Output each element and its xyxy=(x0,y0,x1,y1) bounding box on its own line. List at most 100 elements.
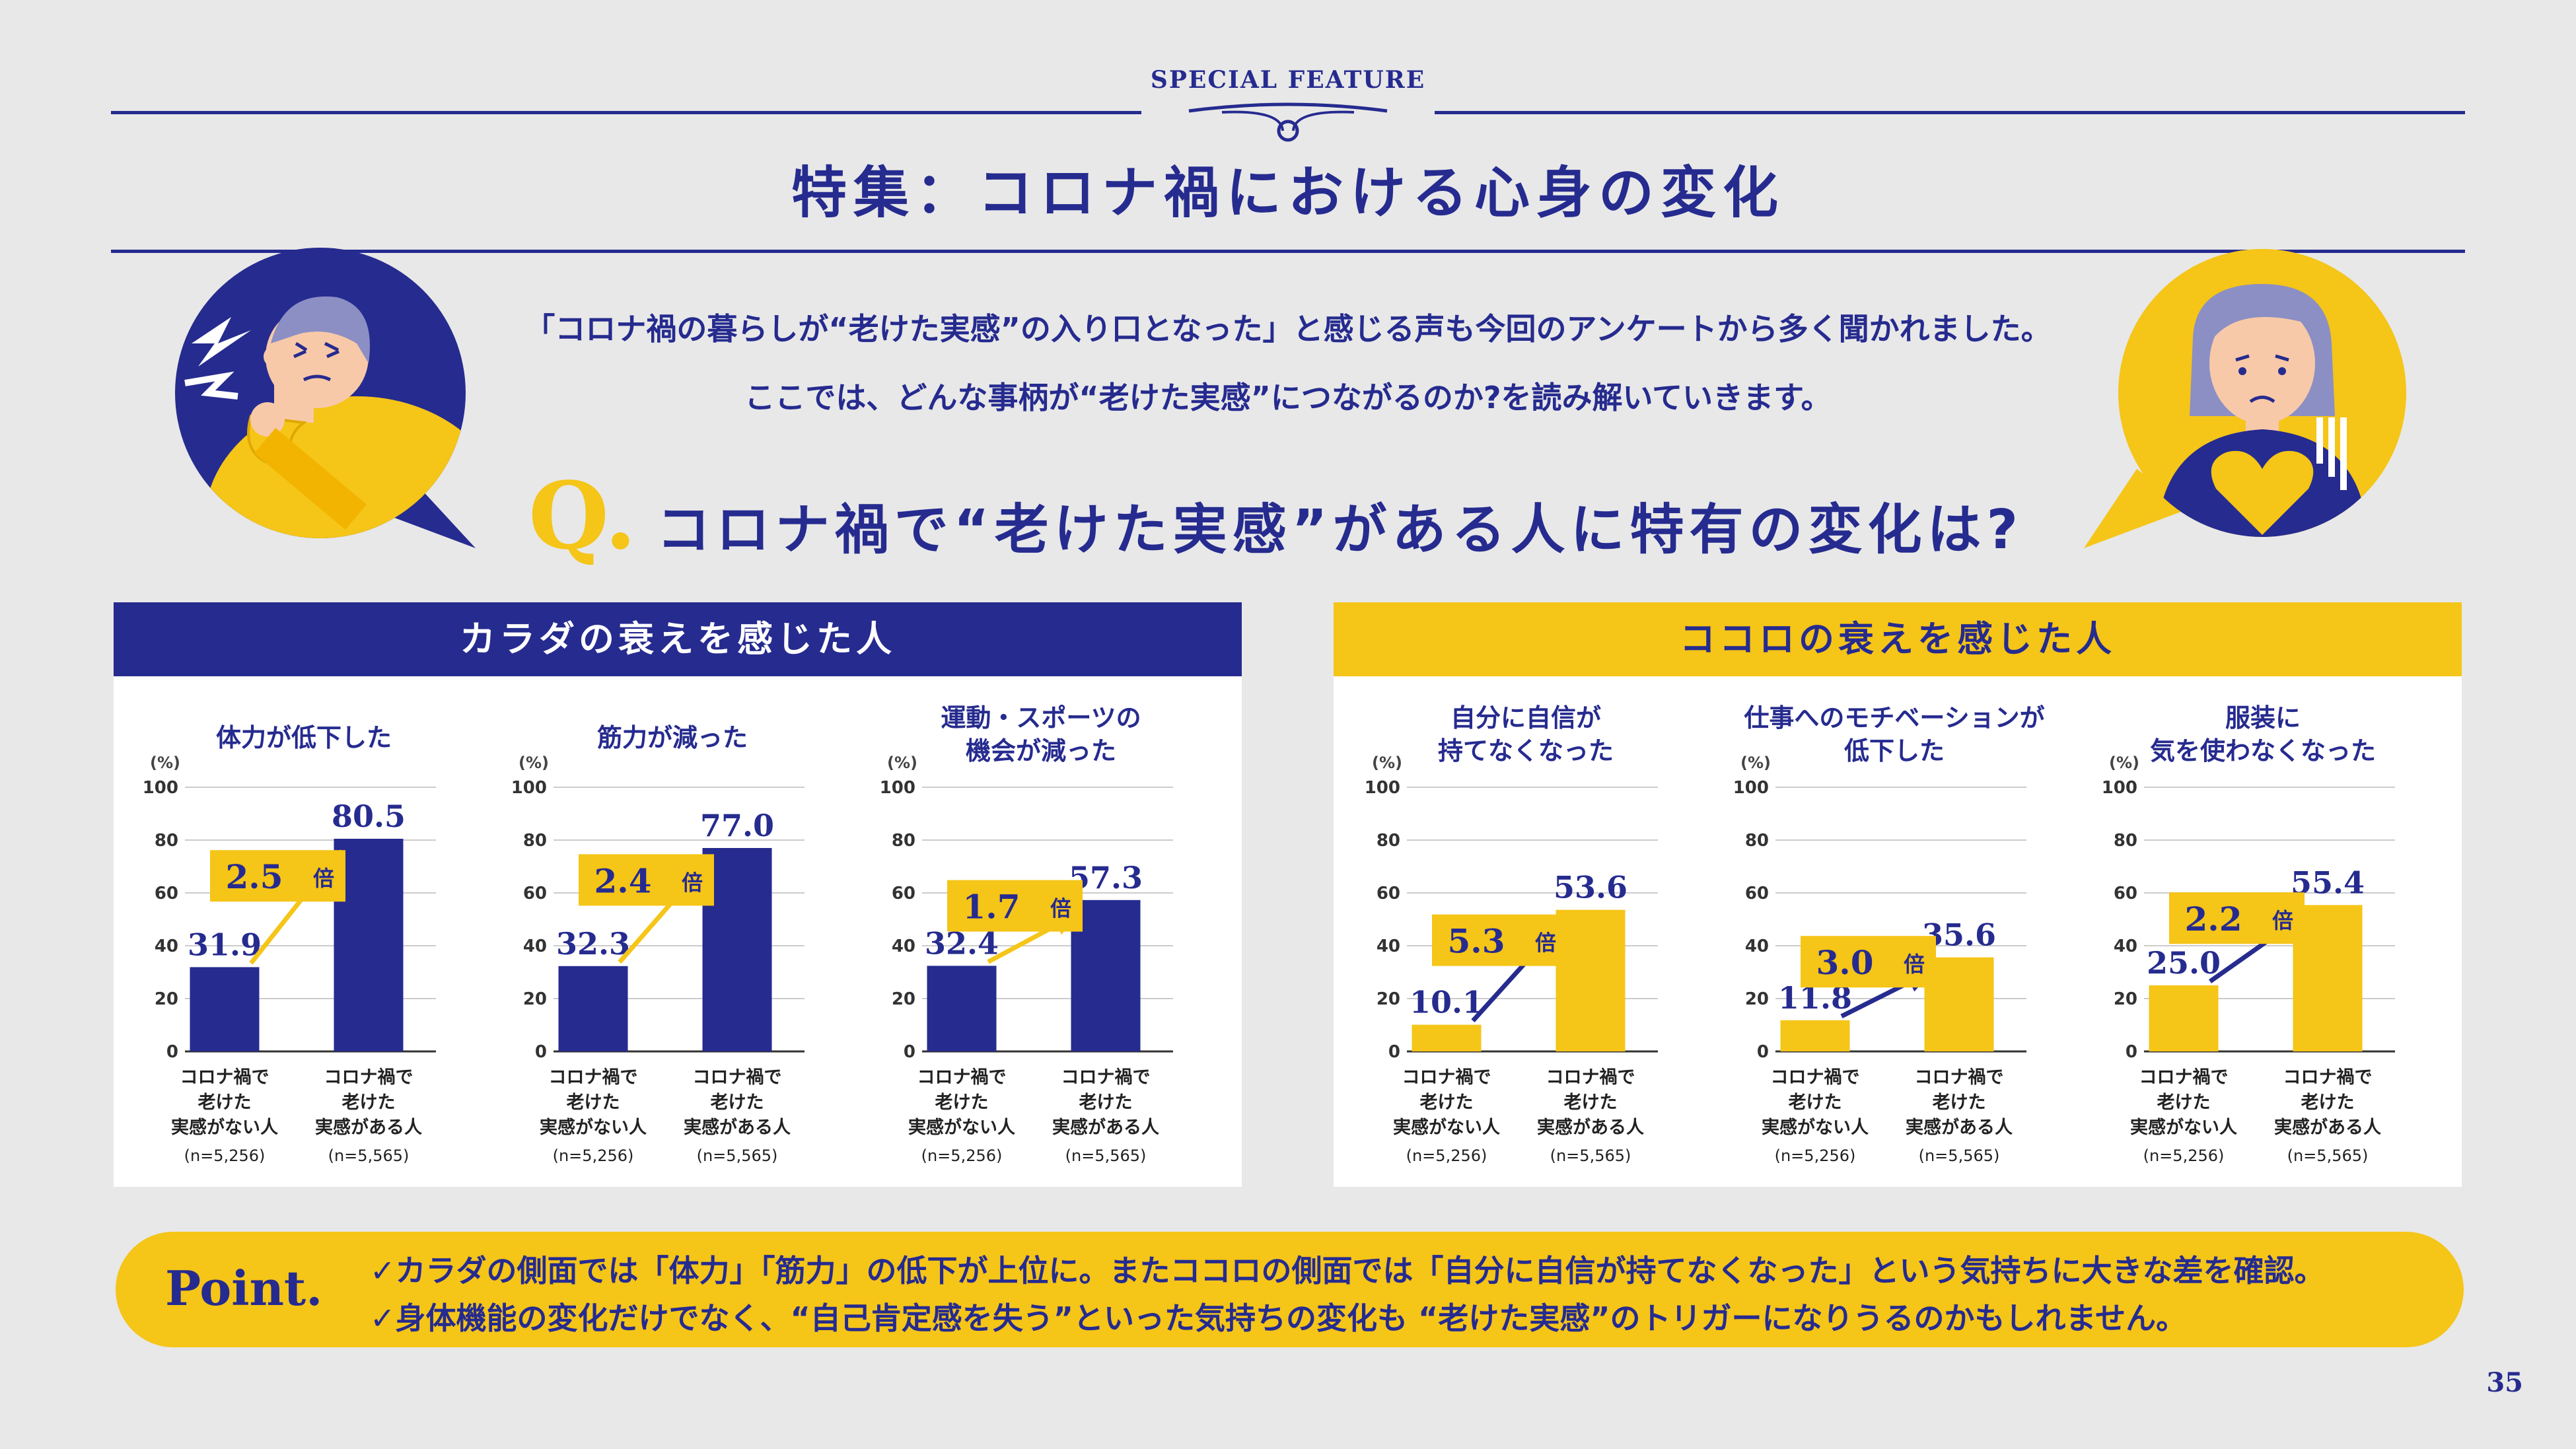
y-axis-unit: (%) xyxy=(1740,754,1771,772)
chart-title: 筋力が減った xyxy=(597,723,748,752)
chart-title: 自分に自信が xyxy=(1450,703,1601,732)
multiplier-suffix: 倍 xyxy=(313,866,334,891)
chart-title: 服装に xyxy=(2225,703,2301,732)
category-label: 実感がない人 xyxy=(908,1117,1015,1138)
point-bar xyxy=(116,1232,2464,1347)
man-back-pain-illustration xyxy=(175,248,476,548)
category-label: 老けた xyxy=(2301,1092,2355,1113)
point-label: Point. xyxy=(165,1260,323,1316)
y-tick-label: 100 xyxy=(2102,778,2137,798)
y-tick-label: 40 xyxy=(1745,937,1769,956)
y-tick-label: 0 xyxy=(535,1042,547,1062)
multiplier-value: 2.4 xyxy=(594,861,652,900)
multiplier-suffix: 倍 xyxy=(2272,908,2293,933)
y-tick-label: 0 xyxy=(1388,1042,1400,1062)
y-tick-label: 20 xyxy=(1745,989,1769,1009)
category-label: 老けた xyxy=(1420,1092,1474,1113)
category-label: コロナ禍で xyxy=(693,1067,782,1088)
title-rule xyxy=(111,250,2465,253)
category-label: 老けた xyxy=(2157,1092,2211,1113)
category-label: (n=5,256) xyxy=(2143,1147,2225,1165)
y-tick-label: 80 xyxy=(1745,831,1769,851)
y-tick-label: 40 xyxy=(2114,937,2137,956)
y-axis-unit: (%) xyxy=(1372,754,1402,772)
category-label: 実感がある人 xyxy=(315,1117,422,1138)
bar-no-aging xyxy=(1780,1020,1850,1051)
bar-no-aging xyxy=(190,967,260,1051)
multiplier-suffix: 倍 xyxy=(1050,896,1071,921)
multiplier-suffix: 倍 xyxy=(1535,931,1556,956)
question-heading: Q. コロナ禍で“老けた実感”がある人に特有の変化は? xyxy=(528,462,2023,571)
bar-value-label: 80.5 xyxy=(332,798,406,834)
category-label: 実感がある人 xyxy=(1906,1117,2013,1138)
category-label: コロナ禍で xyxy=(917,1067,1007,1088)
category-label: (n=5,565) xyxy=(697,1147,778,1165)
category-label: コロナ禍で xyxy=(2283,1067,2373,1088)
feature-label: SPECIAL FEATURE xyxy=(1150,66,1426,94)
bar-value-label: 10.1 xyxy=(1410,985,1484,1020)
y-tick-label: 80 xyxy=(2114,831,2137,851)
category-label: 老けた xyxy=(1079,1092,1133,1113)
y-tick-label: 60 xyxy=(523,884,547,903)
multiplier-badge xyxy=(2169,892,2305,944)
bar-no-aging xyxy=(558,966,628,1051)
category-label: 実感がある人 xyxy=(684,1117,791,1138)
multiplier-suffix: 倍 xyxy=(682,870,703,895)
category-label: 老けた xyxy=(198,1092,252,1113)
category-label: 老けた xyxy=(1564,1092,1618,1113)
bar-value-label: 77.0 xyxy=(700,808,774,843)
page-number: 35 xyxy=(2486,1367,2523,1398)
category-label: 実感がある人 xyxy=(1052,1117,1159,1138)
category-label: 老けた xyxy=(1789,1092,1842,1113)
y-tick-label: 20 xyxy=(155,989,178,1009)
y-tick-label: 20 xyxy=(2114,989,2137,1009)
category-label: (n=5,565) xyxy=(1065,1147,1147,1165)
multiplier-value: 3.0 xyxy=(1816,943,1874,982)
category-label: コロナ禍で xyxy=(324,1067,413,1088)
y-tick-label: 20 xyxy=(892,989,915,1009)
y-tick-label: 60 xyxy=(155,884,178,903)
category-label: (n=5,565) xyxy=(1550,1147,1631,1165)
category-label: 実感がない人 xyxy=(540,1117,647,1138)
y-tick-label: 100 xyxy=(143,778,178,798)
multiplier-suffix: 倍 xyxy=(1904,952,1925,977)
category-label: (n=5,256) xyxy=(553,1147,634,1165)
y-tick-label: 60 xyxy=(2114,884,2137,903)
multiplier-badge xyxy=(1801,936,1936,988)
ornament-icon xyxy=(1188,102,1388,142)
y-tick-label: 40 xyxy=(892,937,915,956)
y-tick-label: 80 xyxy=(1377,831,1400,851)
multiplier-value: 1.7 xyxy=(963,888,1020,927)
y-tick-label: 40 xyxy=(155,937,178,956)
chart-title: 運動・スポーツの xyxy=(941,703,1141,732)
category-label: コロナ禍で xyxy=(1771,1067,1860,1088)
category-label: 実感がない人 xyxy=(1762,1117,1869,1138)
y-axis-unit: (%) xyxy=(2109,754,2139,772)
y-tick-label: 100 xyxy=(880,778,915,798)
bar-no-aging xyxy=(1412,1024,1482,1051)
y-tick-label: 100 xyxy=(1365,778,1400,798)
multiplier-value: 5.3 xyxy=(1448,922,1505,961)
y-tick-label: 80 xyxy=(523,831,547,851)
header-rule-right xyxy=(1435,111,2465,114)
mind-panel-title: ココロの衰えを感じた人 xyxy=(1334,602,2462,676)
y-axis-unit: (%) xyxy=(150,754,180,772)
category-label: (n=5,256) xyxy=(1775,1147,1856,1165)
multiplier-badge xyxy=(579,854,714,906)
question-text: コロナ禍で“老けた実感”がある人に特有の変化は? xyxy=(656,499,2024,561)
multiplier-value: 2.5 xyxy=(226,857,283,896)
category-label: (n=5,565) xyxy=(2287,1147,2369,1165)
y-tick-label: 80 xyxy=(155,831,178,851)
category-label: コロナ禍で xyxy=(180,1067,269,1088)
y-tick-label: 20 xyxy=(1377,989,1400,1009)
point-line-1: ✓カラダの側面では「体力」「筋力」の低下が上位に。またココロの側面では「自分に自… xyxy=(370,1253,2325,1289)
y-tick-label: 80 xyxy=(892,831,915,851)
question-mark: Q. xyxy=(528,462,637,571)
y-tick-label: 0 xyxy=(904,1042,915,1062)
category-label: コロナ禍で xyxy=(2139,1067,2229,1088)
y-tick-label: 40 xyxy=(1377,937,1400,956)
chart-title: 機会が減った xyxy=(966,736,1116,765)
y-axis-unit: (%) xyxy=(519,754,549,772)
category-label: (n=5,256) xyxy=(184,1147,266,1165)
